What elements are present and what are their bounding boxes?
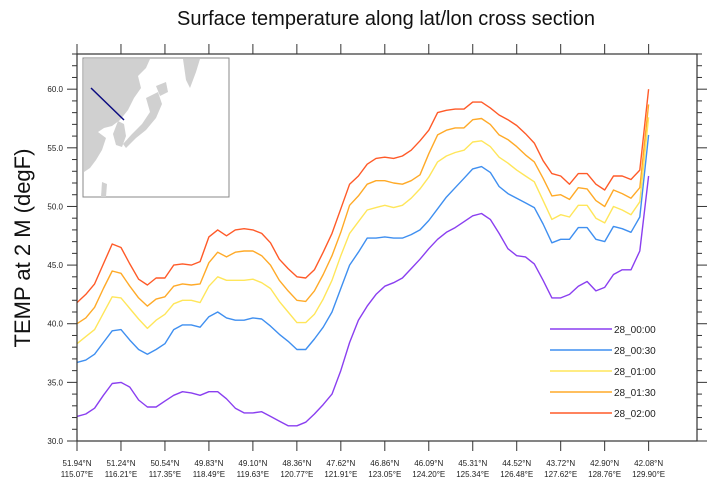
x-tick-label-lat: 51.24°N <box>106 459 135 468</box>
y-tick-label: 35.0 <box>47 378 63 387</box>
x-tick-label-lat: 51.94°N <box>63 459 92 468</box>
x-tick-label-lon: 125.34°E <box>456 470 489 479</box>
legend-label: 28_01:30 <box>614 388 656 399</box>
x-tick-label-lat: 49.10°N <box>238 459 267 468</box>
series-line-28-02-00 <box>76 89 650 304</box>
x-tick-label-lon: 124.20°E <box>412 470 445 479</box>
chart-title: Surface temperature along lat/lon cross … <box>177 8 595 30</box>
legend-label: 28_00:30 <box>614 346 656 357</box>
y-tick-label: 30.0 <box>47 437 63 446</box>
cross-section-line <box>90 87 125 121</box>
x-tick-label-lon: 129.90°E <box>632 470 665 479</box>
legend-item: 28_00:00 <box>550 325 656 336</box>
x-tick-label-lon: 116.21°E <box>105 470 137 479</box>
legend-item: 28_02:00 <box>550 409 656 420</box>
x-tick-label-lat: 50.54°N <box>150 459 179 468</box>
x-tick-label-lat: 43.72°N <box>546 459 575 468</box>
legend-label: 28_00:00 <box>614 325 656 336</box>
y-tick-label: 55.0 <box>47 144 63 153</box>
x-tick-label-lat: 48.36°N <box>282 459 311 468</box>
legend-item: 28_01:00 <box>550 367 656 378</box>
x-tick-label-lon: 119.63°E <box>237 470 269 479</box>
y-tick-label: 50.0 <box>47 202 63 211</box>
x-tick-label-lat: 49.83°N <box>194 459 223 468</box>
series-line-28-00-30 <box>76 134 650 364</box>
x-tick-label-lon: 123.05°E <box>368 470 401 479</box>
legend-label: 28_02:00 <box>614 409 656 420</box>
y-tick-label: 60.0 <box>47 85 63 94</box>
axis-ticks: 30.0 35.0 40.0 45.0 50.0 55.0 60.0 51.94°N 115.0… <box>47 44 707 479</box>
legend-item: 28_01:30 <box>550 388 656 399</box>
x-tick-label-lat: 45.31°N <box>458 459 487 468</box>
series-lines <box>76 89 650 427</box>
x-tick-label-lon: 126.48°E <box>500 470 533 479</box>
x-tick-label-lon: 128.76°E <box>588 470 621 479</box>
x-tick-label-lat: 42.08°N <box>634 459 663 468</box>
inset-map <box>82 57 230 198</box>
series-line-28-00-00 <box>76 175 650 427</box>
x-tick-label-lon: 127.62°E <box>544 470 577 479</box>
y-axis-label: TEMP at 2 M (degF) <box>10 149 35 348</box>
y-tick-label: 40.0 <box>47 320 63 329</box>
legend-label: 28_01:00 <box>614 367 656 378</box>
x-tick-label-lon: 118.49°E <box>193 470 225 479</box>
series-line-28-01-00 <box>76 117 650 345</box>
y-tick-label: 45.0 <box>47 261 63 270</box>
x-tick-label-lat: 42.90°N <box>590 459 619 468</box>
x-tick-label-lat: 46.86°N <box>370 459 399 468</box>
x-tick-label-lat: 47.62°N <box>326 459 355 468</box>
series-line-28-01-30 <box>76 104 650 325</box>
x-tick-label-lat: 44.52°N <box>502 459 531 468</box>
x-tick-label-lon: 120.77°E <box>280 470 313 479</box>
x-tick-label-lon: 117.35°E <box>149 470 181 479</box>
legend-item: 28_00:30 <box>550 346 656 357</box>
legend: 28_00:00 28_00:30 28_01:00 28_01:30 28_02:00 <box>550 325 656 420</box>
x-tick-label-lon: 115.07°E <box>61 470 93 479</box>
x-tick-label-lat: 46.09°N <box>414 459 443 468</box>
x-tick-label-lon: 121.91°E <box>324 470 357 479</box>
inset-land <box>84 59 200 197</box>
plot-frame <box>76 53 698 442</box>
